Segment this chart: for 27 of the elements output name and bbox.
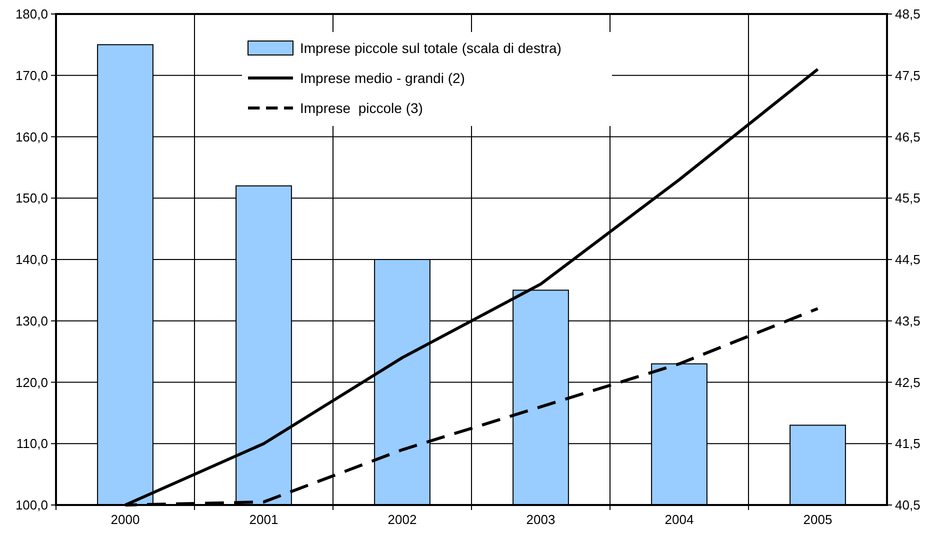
legend-label: Imprese medio - grandi (2) bbox=[300, 70, 465, 86]
y-tick-label: 100,0 bbox=[15, 498, 48, 513]
y2-tick-label: 46,5 bbox=[895, 129, 920, 144]
x-tick-label: 2000 bbox=[110, 512, 140, 527]
y2-tick-label: 47,5 bbox=[895, 68, 920, 83]
y2-tick-label: 45,5 bbox=[895, 190, 920, 206]
y-tick-label: 160,0 bbox=[15, 129, 48, 144]
x-tick-label: 2005 bbox=[803, 512, 832, 527]
x-tick-label: 2004 bbox=[664, 512, 694, 527]
legend-label: Imprese piccole sul totale (scala di destra) bbox=[300, 40, 562, 56]
x-tick-label: 2003 bbox=[526, 512, 556, 527]
y-tick-label: 170,0 bbox=[15, 68, 48, 83]
y-tick-label: 150,0 bbox=[15, 190, 48, 206]
y2-tick-label: 44,5 bbox=[895, 252, 920, 268]
y-tick-label: 180,0 bbox=[15, 6, 48, 22]
x-tick-label: 2001 bbox=[249, 512, 278, 527]
y-tick-label: 140,0 bbox=[15, 252, 48, 268]
y2-tick-label: 40,5 bbox=[895, 498, 920, 513]
legend-label: Imprese piccole (3) bbox=[300, 100, 423, 116]
x-tick-label: 2002 bbox=[388, 512, 417, 527]
y2-tick-label: 41,5 bbox=[895, 436, 920, 452]
y-tick-label: 120,0 bbox=[15, 374, 48, 390]
y-tick-label: 130,0 bbox=[15, 313, 48, 328]
y2-tick-label: 43,5 bbox=[895, 313, 920, 328]
y2-tick-label: 42,5 bbox=[895, 374, 920, 390]
y2-tick-label: 48,5 bbox=[895, 6, 920, 22]
y-tick-label: 110,0 bbox=[16, 436, 48, 452]
